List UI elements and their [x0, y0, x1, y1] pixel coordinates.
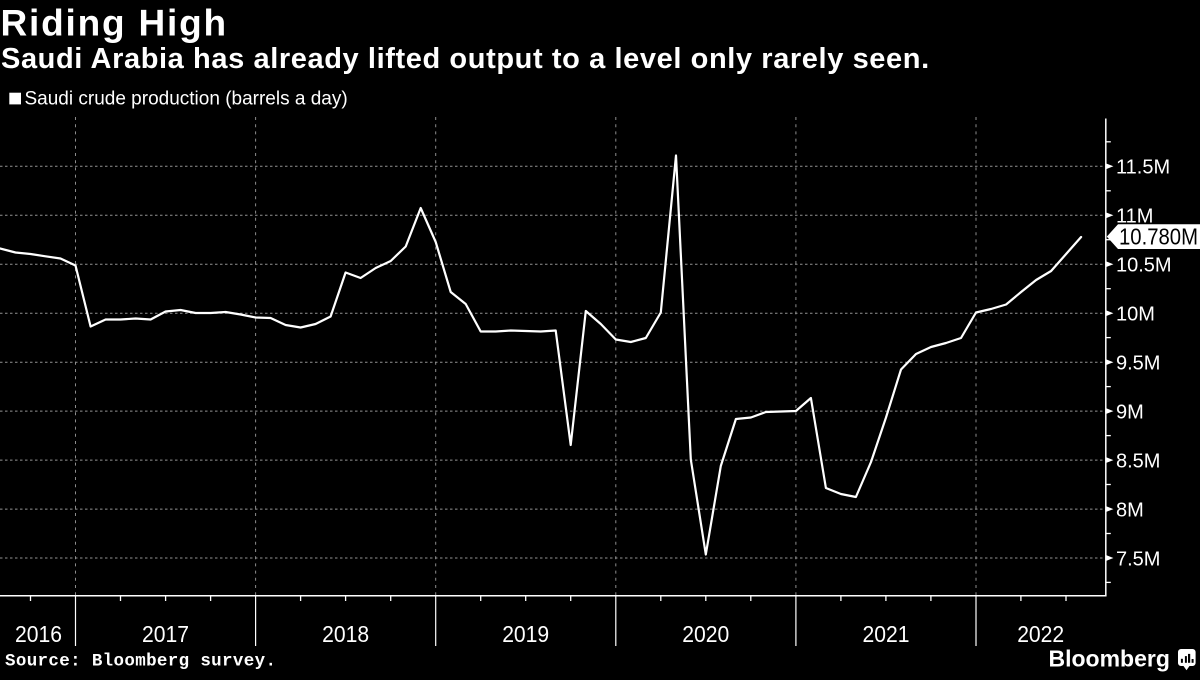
svg-text:10.780M: 10.780M: [1119, 224, 1198, 250]
svg-text:11M: 11M: [1116, 206, 1153, 228]
svg-text:Bloomberg: Bloomberg: [1049, 645, 1170, 671]
svg-text:2017: 2017: [142, 621, 189, 647]
svg-text:8M: 8M: [1116, 499, 1144, 521]
svg-text:11.5M: 11.5M: [1116, 157, 1170, 179]
svg-text:2020: 2020: [682, 621, 729, 647]
svg-text:Source: Bloomberg survey.: Source: Bloomberg survey.: [5, 652, 276, 672]
svg-text:7.5M: 7.5M: [1116, 548, 1160, 570]
svg-text:Saudi Arabia has already lifte: Saudi Arabia has already lifted output t…: [1, 43, 930, 75]
svg-text:10M: 10M: [1116, 304, 1155, 326]
svg-text:9.5M: 9.5M: [1116, 353, 1160, 375]
svg-text:Riding High: Riding High: [1, 2, 228, 43]
svg-text:2016: 2016: [15, 621, 62, 647]
svg-text:8.5M: 8.5M: [1116, 450, 1160, 472]
svg-text:2021: 2021: [863, 621, 910, 647]
svg-text:10.5M: 10.5M: [1116, 255, 1172, 277]
svg-text:2019: 2019: [502, 621, 549, 647]
svg-text:2018: 2018: [322, 621, 369, 647]
svg-text:Saudi crude production (barrel: Saudi crude production (barrels a day): [25, 88, 348, 109]
svg-text:2022: 2022: [1017, 621, 1064, 647]
svg-text:9M: 9M: [1116, 401, 1144, 423]
